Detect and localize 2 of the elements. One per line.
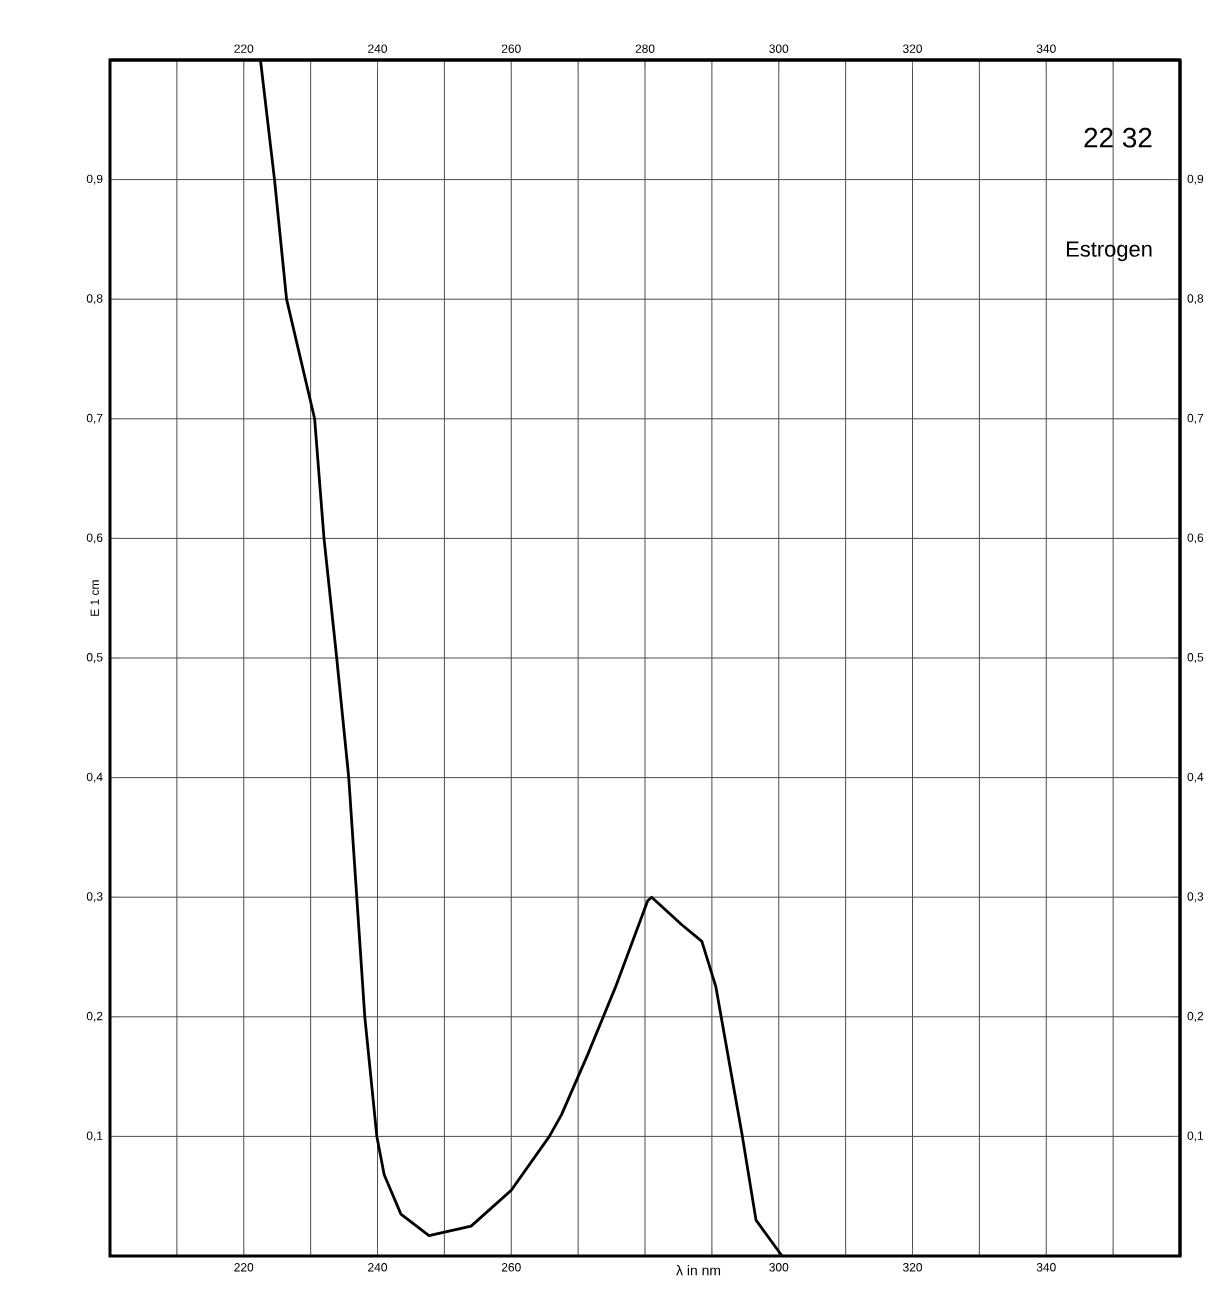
annotation: 22 32 — [1084, 127, 1152, 148]
annotation: Estrogen — [1067, 241, 1152, 262]
